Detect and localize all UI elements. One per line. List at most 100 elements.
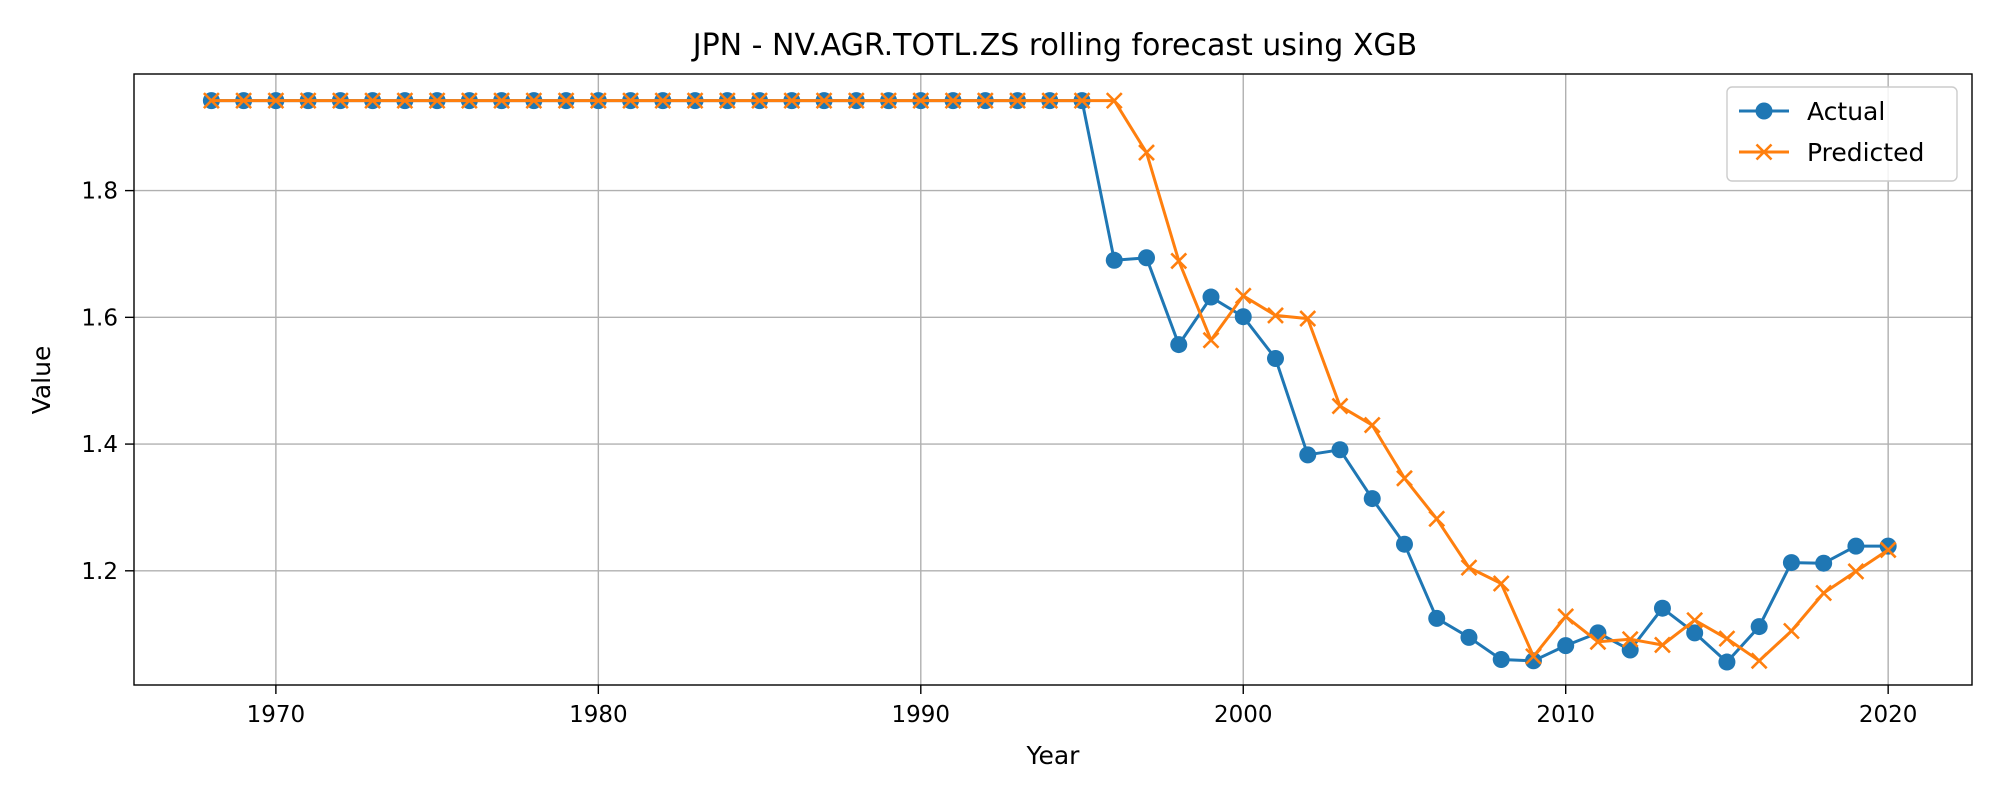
- x-tick-label: 1980: [569, 702, 628, 728]
- x-tick-label: 2010: [1536, 702, 1595, 728]
- data-point: [1138, 144, 1155, 161]
- x-axis: 1970 1980 1990 2000 2010 2020: [247, 685, 1918, 728]
- data-point: [815, 92, 833, 110]
- data-point: [525, 92, 543, 110]
- data-point: [1234, 287, 1252, 305]
- y-axis: 1.2 1.4 1.6 1.8: [81, 179, 134, 585]
- data-point: [331, 92, 349, 110]
- data-point: [202, 92, 220, 110]
- y-axis-label: Value: [27, 346, 56, 415]
- data-point: [1267, 307, 1284, 324]
- data-point: [1879, 541, 1897, 559]
- plot-frame: [133, 73, 1973, 686]
- data-point: [1202, 288, 1220, 306]
- data-point: [1138, 249, 1156, 267]
- legend-marker: [1755, 102, 1773, 120]
- series-predicted: [202, 92, 1897, 670]
- data-point: [1170, 336, 1188, 354]
- data-point: [493, 92, 511, 110]
- data-point: [944, 92, 962, 110]
- data-point: [1815, 584, 1833, 602]
- data-point: [622, 92, 640, 110]
- data-point: [1266, 350, 1284, 368]
- y-tick-label: 1.4: [81, 432, 118, 458]
- data-point: [1041, 92, 1059, 110]
- data-point: [1105, 92, 1123, 110]
- x-tick-label: 2020: [1859, 702, 1918, 728]
- data-point: [1847, 537, 1865, 555]
- data-point: [1363, 416, 1381, 434]
- data-point: [1654, 636, 1671, 654]
- data-point: [1170, 252, 1188, 270]
- data-point: [1331, 441, 1349, 459]
- data-point: [1428, 510, 1446, 528]
- data-point: [1686, 611, 1704, 629]
- legend: Actual Predicted: [1726, 86, 1958, 182]
- data-point: [1396, 469, 1413, 487]
- data-point: [1524, 652, 1542, 670]
- data-point: [1234, 308, 1252, 326]
- data-point: [847, 92, 865, 110]
- data-point: [557, 92, 575, 110]
- data-point: [1073, 92, 1091, 110]
- legend-marker: [1755, 143, 1773, 161]
- y-tick-label: 1.2: [81, 559, 118, 585]
- data-point: [1783, 622, 1800, 640]
- data-point: [1879, 537, 1897, 555]
- x-tick-label: 2000: [1214, 702, 1273, 728]
- y-tick-label: 1.6: [81, 305, 118, 331]
- data-point: [686, 92, 704, 110]
- data-point: [1492, 575, 1510, 592]
- data-point: [1686, 624, 1704, 642]
- data-point: [235, 92, 253, 110]
- data-point: [1718, 630, 1736, 648]
- data-point: [912, 92, 930, 110]
- data-point: [1009, 92, 1026, 110]
- data-point: [1331, 397, 1349, 415]
- y-tick-label: 1.8: [81, 179, 118, 205]
- data-point: [1653, 599, 1671, 617]
- data-point: [1782, 554, 1800, 572]
- x-axis-label: Year: [1026, 741, 1081, 770]
- data-point: [1299, 310, 1317, 328]
- data-point: [1815, 554, 1833, 572]
- data-point: [751, 92, 768, 110]
- data-point: [1589, 633, 1607, 651]
- chart-title: JPN - NV.AGR.TOTL.ZS rolling forecast us…: [691, 28, 1418, 63]
- data-point: [1525, 647, 1542, 665]
- data-point: [299, 92, 317, 110]
- data-point: [783, 92, 801, 110]
- series-group: [202, 92, 1897, 671]
- data-point: [718, 92, 736, 110]
- data-point: [1363, 490, 1381, 508]
- data-point: [1847, 563, 1865, 580]
- legend-item-predicted: Predicted: [1739, 138, 1924, 167]
- data-point: [1557, 608, 1575, 625]
- legend-label: Actual: [1807, 97, 1885, 126]
- legend-label: Predicted: [1807, 138, 1924, 167]
- data-point: [589, 92, 607, 110]
- data-point: [976, 92, 994, 110]
- data-point: [1299, 446, 1317, 464]
- data-point: [267, 92, 285, 110]
- data-point: [1621, 630, 1639, 648]
- data-point: [1750, 652, 1768, 670]
- x-tick-label: 1970: [247, 702, 306, 728]
- x-tick-label: 1990: [892, 702, 951, 728]
- data-point: [460, 92, 478, 110]
- data-point: [1395, 535, 1413, 553]
- data-point: [1202, 331, 1220, 349]
- data-point: [1557, 637, 1575, 655]
- data-point: [1428, 609, 1446, 627]
- data-point: [1718, 653, 1736, 671]
- legend-item-actual: Actual: [1739, 97, 1885, 126]
- data-point: [396, 92, 414, 110]
- data-point: [1750, 618, 1768, 636]
- data-point: [364, 92, 382, 110]
- data-point: [1492, 651, 1510, 669]
- data-point: [1460, 559, 1478, 577]
- data-point: [1621, 641, 1639, 659]
- data-point: [1105, 251, 1123, 269]
- data-point: [654, 92, 672, 110]
